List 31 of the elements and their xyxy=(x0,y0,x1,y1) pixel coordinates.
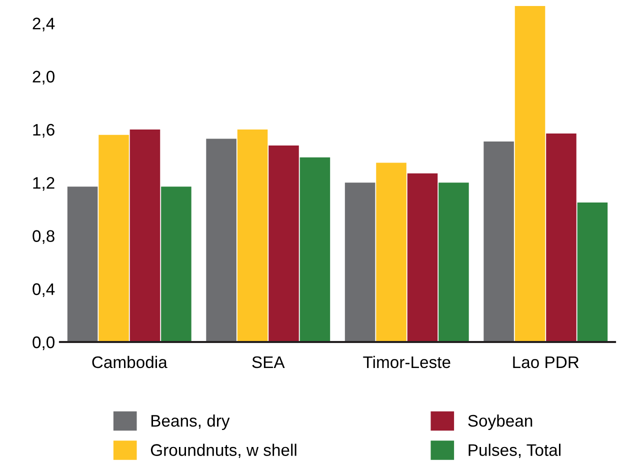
bar xyxy=(300,157,330,342)
bar xyxy=(484,141,514,342)
bar xyxy=(206,138,236,342)
y-tick-label: 0,0 xyxy=(32,336,54,350)
bar xyxy=(344,182,376,342)
y-tick-label: 1,6 xyxy=(33,124,54,138)
y-tick-label: 0,8 xyxy=(32,230,54,244)
bar xyxy=(161,186,192,342)
bar xyxy=(577,202,608,342)
bar xyxy=(376,162,406,342)
bar xyxy=(98,134,129,342)
legend-label: Groundnuts, w shell xyxy=(150,444,296,458)
x-tick-label: Timor-Leste xyxy=(363,356,450,368)
y-tick-label: 1,2 xyxy=(33,177,54,191)
bar xyxy=(67,186,98,342)
bar xyxy=(407,173,438,342)
bar xyxy=(438,182,469,342)
legend-label: Pulses, Total xyxy=(468,444,560,458)
bar xyxy=(130,130,160,342)
bar xyxy=(237,130,268,342)
legend-label: Soybean xyxy=(468,414,532,430)
x-tick-label: Cambodia xyxy=(92,356,168,368)
legend-label: Beans, dry xyxy=(151,414,230,430)
bar xyxy=(268,145,299,342)
x-tick-label: Lao PDR xyxy=(513,356,579,368)
y-tick-label: 2,4 xyxy=(32,18,55,32)
bar xyxy=(546,133,576,342)
y-tick-label: 2,0 xyxy=(32,70,54,85)
bar xyxy=(514,6,546,342)
y-tick-label: 0,4 xyxy=(32,283,55,298)
x-tick-label: SEA xyxy=(252,356,285,368)
